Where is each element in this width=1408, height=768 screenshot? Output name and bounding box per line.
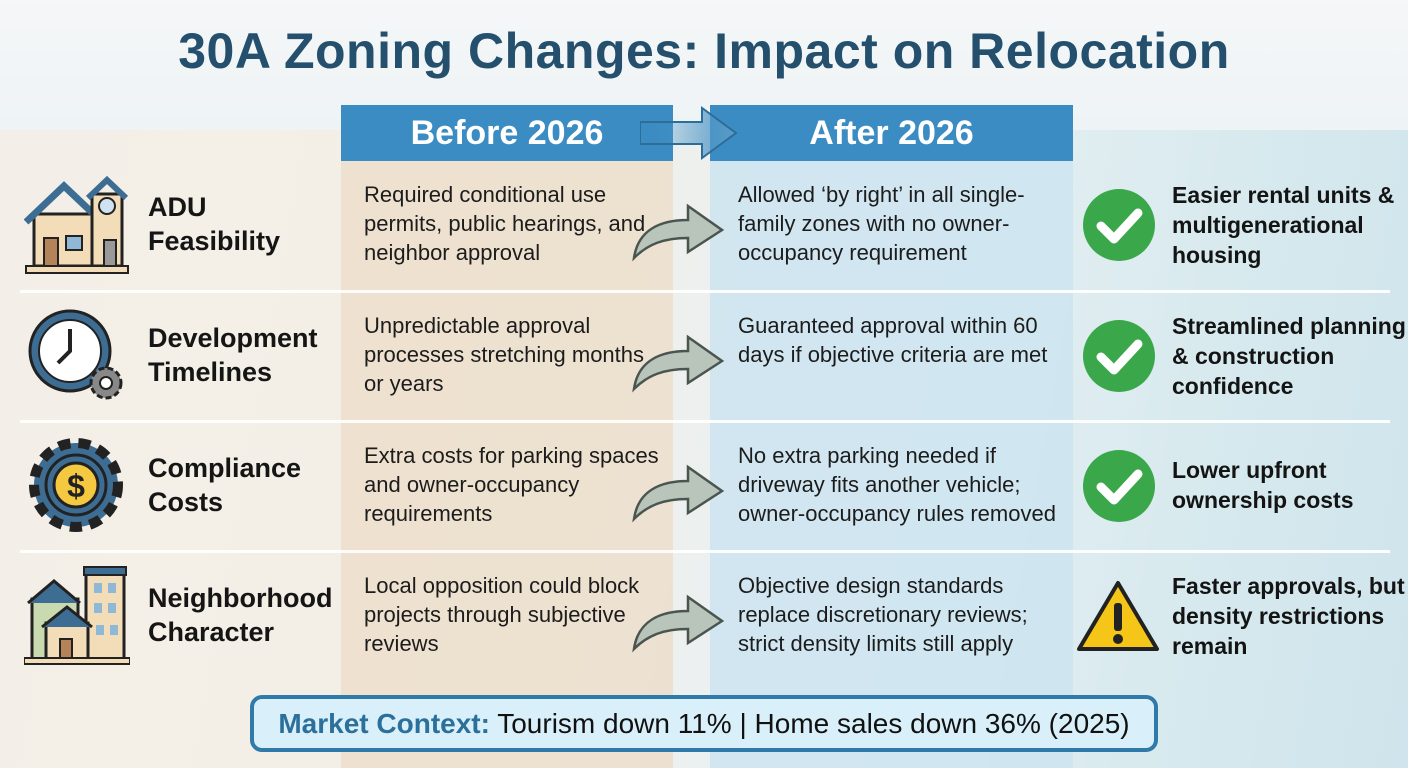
- row-label: Neighborhood Character: [148, 581, 332, 649]
- after-text: Guaranteed approval within 60 days if ob…: [738, 313, 1048, 367]
- row-compliance: $ Compliance Costs Extra costs for parkin…: [0, 421, 1408, 551]
- row-label-line: Costs: [148, 487, 224, 517]
- check-icon: [1082, 319, 1156, 393]
- curved-arrow-icon: [630, 331, 725, 393]
- row-label: Compliance Costs: [148, 451, 301, 519]
- header-arrow-icon: [640, 106, 738, 160]
- row-divider: [20, 290, 1390, 293]
- dollar-gear-icon: $: [24, 435, 130, 535]
- result-text: Faster approvals, but density restrictio…: [1172, 573, 1405, 659]
- row-label-line: Timelines: [148, 357, 273, 387]
- row-label-line: ADU: [148, 192, 207, 222]
- row-neighborhood: Neighborhood Character Local opposition c…: [0, 551, 1408, 681]
- before-column: Before 2026: [341, 105, 673, 768]
- after-column: After 2026: [710, 105, 1073, 768]
- row-label: Development Timelines: [148, 321, 318, 389]
- before-header: Before 2026: [341, 105, 673, 161]
- row-label-line: Neighborhood: [148, 583, 333, 613]
- before-text: Extra costs for parking spaces and owner…: [364, 443, 659, 526]
- curved-arrow-icon: [630, 461, 725, 523]
- after-text: Objective design standards replace discr…: [738, 573, 1028, 656]
- buildings-icon: [23, 565, 131, 665]
- row-divider: [20, 420, 1390, 423]
- check-icon: [1082, 188, 1156, 262]
- row-label-line: Character: [148, 617, 275, 647]
- before-text: Required conditional use permits, public…: [364, 182, 646, 265]
- after-header: After 2026: [710, 105, 1073, 161]
- market-context-text: Tourism down 11% | Home sales down 36% (…: [489, 708, 1130, 739]
- result-text: Easier rental units & multigenerational …: [1172, 182, 1395, 268]
- svg-text:$: $: [67, 468, 85, 504]
- warning-icon: [1076, 579, 1160, 653]
- row-label: ADU Feasibility: [148, 190, 280, 258]
- curved-arrow-icon: [630, 200, 725, 262]
- result-text: Streamlined planning & construction conf…: [1172, 313, 1406, 399]
- row-adu: ADU Feasibility Required conditional use …: [0, 160, 1408, 290]
- after-text: Allowed ‘by right’ in all single-family …: [738, 182, 1025, 265]
- market-context-banner: Market Context: Tourism down 11% | Home …: [250, 695, 1158, 752]
- clock-gear-icon: [24, 305, 130, 405]
- check-icon: [1082, 449, 1156, 523]
- before-text: Unpredictable approval processes stretch…: [364, 313, 645, 396]
- row-label-line: Development: [148, 323, 318, 353]
- before-text: Local opposition could block projects th…: [364, 573, 640, 656]
- after-text: No extra parking needed if driveway fits…: [738, 443, 1056, 526]
- row-label-line: Feasibility: [148, 226, 281, 256]
- house-icon: [23, 174, 130, 274]
- curved-arrow-icon: [630, 591, 725, 653]
- row-development: Development Timelines Unpredictable appro…: [0, 291, 1408, 421]
- result-text: Lower upfront ownership costs: [1172, 457, 1354, 513]
- row-label-line: Compliance: [148, 453, 302, 483]
- market-context-label: Market Context:: [278, 708, 490, 739]
- page-title: 30A Zoning Changes: Impact on Relocation: [178, 23, 1230, 79]
- row-divider: [20, 550, 1390, 553]
